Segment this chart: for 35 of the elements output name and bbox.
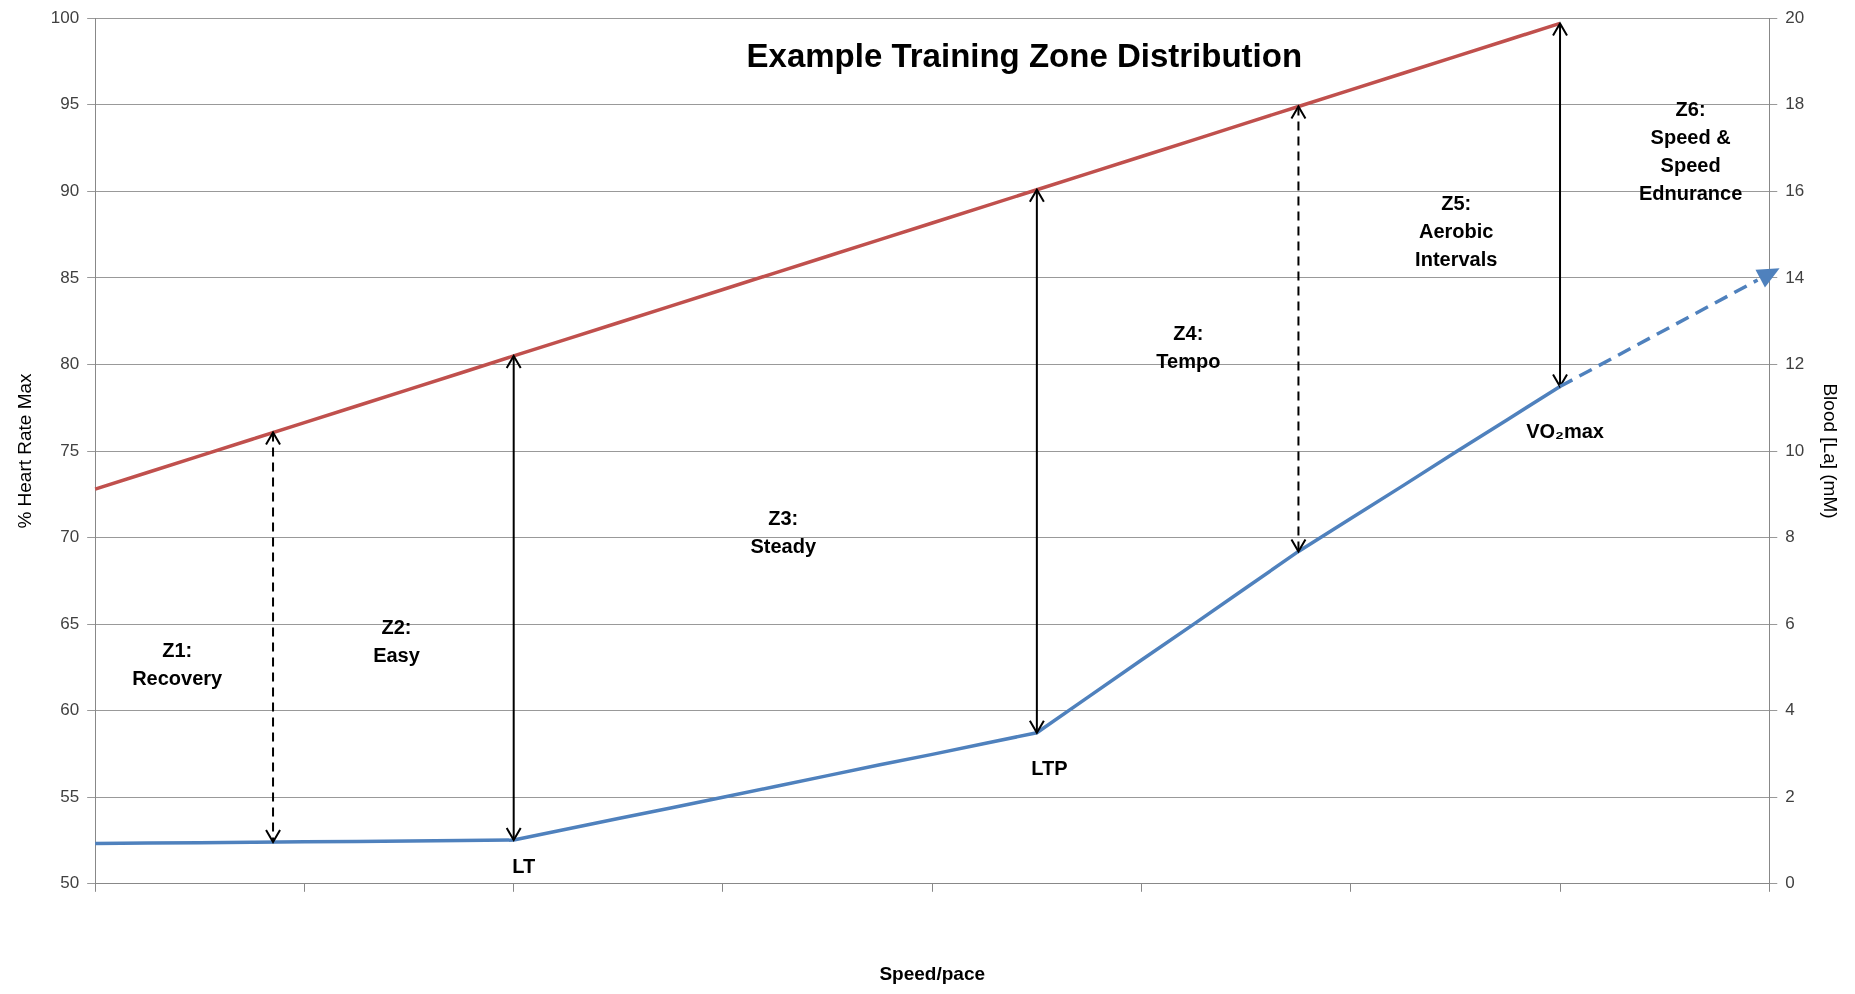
y-tick-label: 50: [60, 873, 80, 893]
y-tick-label: 70: [60, 527, 80, 547]
annotation: LT: [512, 854, 536, 877]
y-tick-label: 90: [60, 181, 80, 201]
annotation: Z1: Recovery: [132, 639, 224, 690]
y-tick-label: 65: [60, 613, 80, 633]
y2-tick-label: 12: [1785, 354, 1805, 374]
annotation: Z6: Speed & Speed Ednurance: [1638, 97, 1743, 204]
y-tick-label: 75: [60, 440, 80, 460]
annotation: Z3: Steady: [750, 506, 817, 557]
y2-tick-label: 4: [1785, 700, 1795, 720]
y2-tick-label: 2: [1785, 786, 1795, 806]
y2-tick-label: 10: [1785, 440, 1805, 460]
y2-tick-label: 0: [1785, 873, 1795, 893]
y-tick-label: 85: [60, 267, 80, 287]
y2-tick-label: 8: [1785, 527, 1795, 547]
y-axis-title: % Heart Rate Max: [13, 372, 35, 529]
y2-axis-title: Blood [La] (mM): [1820, 383, 1842, 519]
annotation: VO₂max: [1526, 420, 1604, 443]
y2-tick-label: 18: [1785, 94, 1805, 114]
y2-tick-label: 14: [1785, 267, 1805, 287]
y2-tick-label: 16: [1785, 181, 1805, 201]
y2-tick-label: 6: [1785, 613, 1795, 633]
y2-tick-label: 20: [1785, 7, 1805, 27]
text: Example Training Zone Distribution: [746, 37, 1303, 75]
annotation: Z4: Tempo: [1156, 321, 1221, 372]
y-tick-label: 100: [50, 7, 80, 27]
y-tick-label: 80: [60, 354, 80, 374]
y-tick-label: 60: [60, 700, 80, 720]
annotation: Z5: Aerobic Intervals: [1415, 192, 1498, 271]
y-tick-label: 95: [60, 94, 80, 114]
y-tick-label: 55: [60, 786, 80, 806]
annotation: Z2: Easy: [373, 615, 421, 666]
x-axis-title: Speed/pace: [879, 962, 986, 984]
annotation: LTP: [1031, 757, 1068, 780]
